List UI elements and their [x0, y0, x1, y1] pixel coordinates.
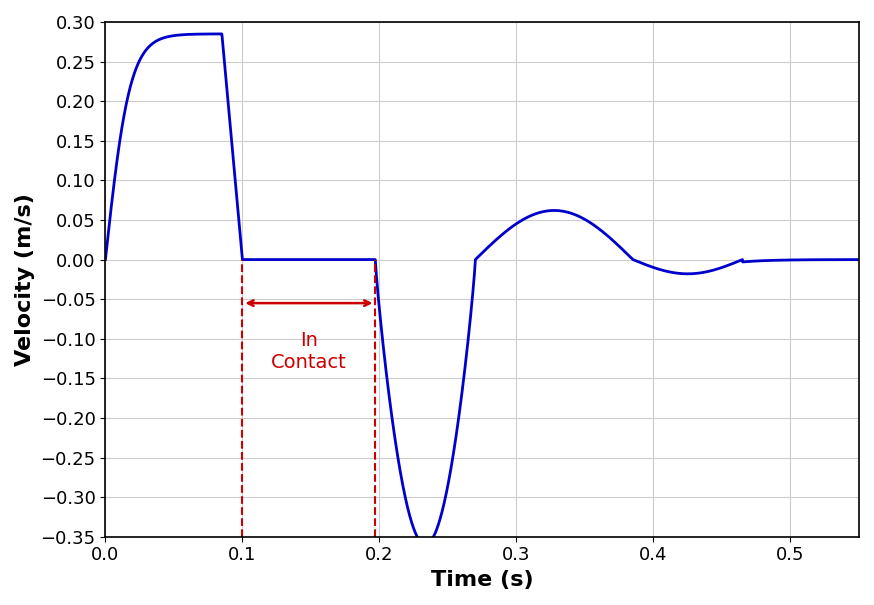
Y-axis label: Velocity (m/s): Velocity (m/s)	[15, 193, 35, 366]
X-axis label: Time (s): Time (s)	[431, 570, 533, 590]
Text: In
Contact: In Contact	[271, 331, 347, 372]
